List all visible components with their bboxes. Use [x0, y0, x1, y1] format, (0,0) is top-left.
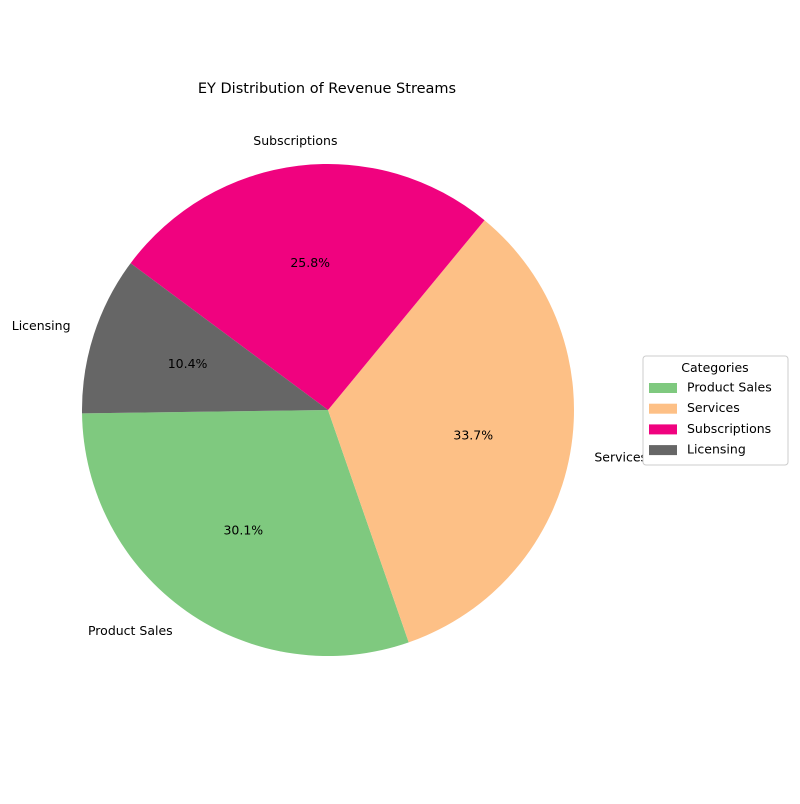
legend-label-licensing: Licensing [687, 442, 746, 457]
slice-label-licensing: Licensing [12, 318, 71, 333]
labels-group: Product Sales 30.1% Services 33.7% Subscript… [12, 133, 647, 638]
pie-slice-product-sales [82, 410, 409, 656]
pie-slice-services [328, 220, 574, 643]
legend-label-subscriptions: Subscriptions [687, 421, 771, 436]
pct-label-services: 33.7% [453, 428, 493, 443]
legend-items: Product Sales Services Subscriptions Licens… [649, 380, 772, 457]
legend-label-product-sales: Product Sales [687, 380, 772, 395]
legend-frame [642, 355, 789, 466]
pct-label-subscriptions: 25.8% [290, 255, 330, 270]
pct-label-licensing: 10.4% [168, 356, 208, 371]
legend-label-services: Services [687, 400, 740, 415]
chart-title: EY Distribution of Revenue Streams [198, 81, 456, 97]
legend: Categories Product Sales Services Subscrip… [642, 355, 789, 466]
pct-label-product-sales: 30.1% [223, 522, 263, 537]
legend-swatch-services [649, 403, 677, 414]
legend-swatch-subscriptions [649, 424, 677, 435]
pie-slice-subscriptions [130, 163, 485, 410]
pie-slice-licensing [81, 263, 328, 414]
legend-title: Categories [681, 360, 748, 375]
legend-swatch-product-sales [649, 383, 677, 393]
slice-label-subscriptions: Subscriptions [253, 133, 337, 148]
slice-label-product-sales: Product Sales [88, 623, 173, 638]
legend-swatch-licensing [649, 445, 677, 456]
slice-label-services: Services [594, 449, 647, 464]
slices-group [81, 163, 574, 656]
